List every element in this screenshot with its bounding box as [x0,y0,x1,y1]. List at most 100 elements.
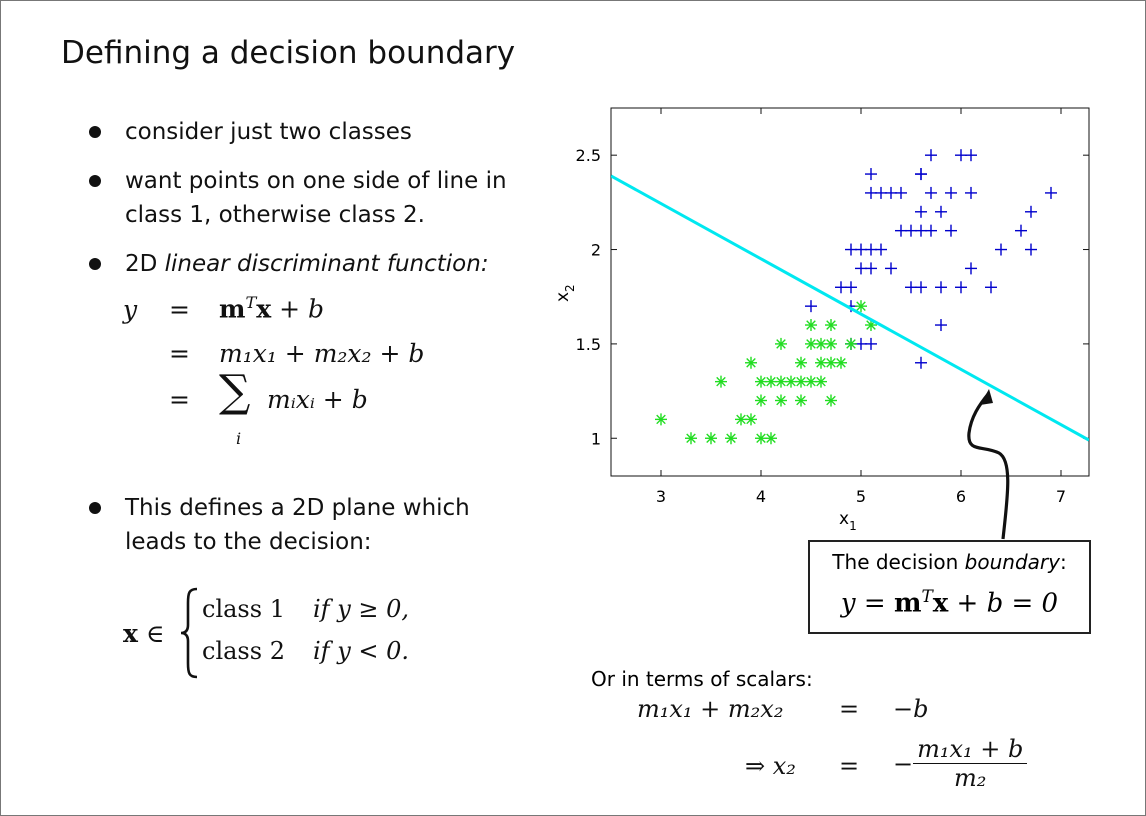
case2-condition: if y < 0. [313,637,410,665]
bullet-dot [89,175,101,187]
plot-area [610,107,1090,477]
scatter-chart: 3 4 5 6 7 1 1.5 2 2.5 x1 x2 [553,107,1090,533]
bullet-dot [89,126,101,138]
decision-boundary-callout: The decision boundary: y = mTx + b = 0 [808,540,1091,634]
equation-equals-1: = [169,295,190,324]
class2-point [835,356,847,369]
y-tick-label: 1.5 [576,335,601,354]
scalars-row1-lhs: m₁x₁ + m₂x₂ [637,695,784,723]
slide-title: Defining a decision boundary [61,35,516,71]
bullet-dot [89,502,101,514]
class1-point [915,356,927,369]
class1-point [965,262,977,275]
equation-rhs-2: m₁x₁ + m₂x₂ + b [219,339,425,368]
class1-point [925,149,937,162]
class1-point [925,224,937,237]
bullet-text-line1: This defines a 2D plane which [125,495,470,521]
class1-point [1015,224,1027,237]
x-axis-label: x1 [839,509,857,533]
class2-point [775,394,787,407]
class1-point [915,281,927,294]
class2-point [825,394,837,407]
class1-point [875,243,887,256]
scalars-heading: Or in terms of scalars: [591,667,813,691]
class2-point [755,375,767,388]
cases-brace [180,587,198,679]
class2-point [825,337,837,350]
case1-condition: if y ≥ 0, [313,595,410,623]
class1-point [865,337,877,350]
class1-point [885,262,897,275]
class1-point [915,168,927,181]
class1-point [845,281,857,294]
class1-point [1025,243,1037,256]
equation-rhs-3: mᵢxᵢ + b [267,385,368,414]
x-tick-label: 7 [1056,487,1066,506]
sum-index: i [236,429,242,448]
class2-point [745,356,757,369]
class1-point [995,243,1007,256]
class2-point [725,432,737,445]
class2-point [805,375,817,388]
y-tick-label: 1 [591,429,601,448]
class2-point [655,413,667,426]
class2-point [705,432,717,445]
class1-point [945,186,957,199]
case1-label: class 1 [202,595,285,623]
class1-point [935,319,947,332]
class1-point [965,149,977,162]
class1-point [945,224,957,237]
scalars-row1-equals: = [839,695,860,723]
fraction: m₁x₁ + b m₂ [913,735,1028,792]
y-tick-label: 2 [591,241,601,260]
class1-point [805,300,817,313]
class1-point [1025,205,1037,218]
class1-point [1045,186,1057,199]
class2-point [825,319,837,332]
bullet-text-line2: class 1, otherwise class 2. [125,202,425,228]
callout-equation: y = mTx + b = 0 [840,586,1059,619]
decision-rule-lhs: x ∈ [123,619,165,648]
scalars-row2-equals: = [839,752,860,780]
bullet-dot [89,258,101,270]
x-tick-label: 5 [856,487,866,506]
class2-point [775,337,787,350]
class1-point [915,205,927,218]
equation-equals-3: = [169,385,190,414]
class2-point [795,394,807,407]
class1-point [895,186,907,199]
class2-point [755,394,767,407]
class2-point [735,413,747,426]
class2-point [805,319,817,332]
equation-equals-2: = [169,339,190,368]
scalars-row2-lhs: ⇒ x₂ [745,752,796,780]
equation-row-1: y [123,295,138,324]
class2-point [845,337,857,350]
sum-symbol: ∑ [219,366,251,417]
x-tick-label: 4 [756,487,766,506]
class1-point [935,281,947,294]
class2-point [815,375,827,388]
class2-point [765,432,777,445]
bullet-text: consider just two classes [125,119,412,145]
x-tick-label: 6 [956,487,966,506]
callout-text: The decision boundary: [832,550,1067,574]
x-tick-label: 3 [656,487,666,506]
class2-point [715,375,727,388]
class2-point [685,432,697,445]
class1-point [935,205,947,218]
class2-point [745,413,757,426]
class1-point [865,168,877,181]
class1-point [965,186,977,199]
scalars-row2-rhs: − m₁x₁ + b m₂ [893,735,1028,792]
equation-rhs-1: mTx + b [219,293,325,324]
class1-point [985,281,997,294]
class2-point [795,375,807,388]
class2-point [795,356,807,369]
class1-point [955,281,967,294]
bullet-text: 2D linear discriminant function: [125,251,489,277]
bullet-text-line1: want points on one side of line in [125,168,507,194]
scalars-row1-rhs: −b [893,695,929,723]
class2-point [855,300,867,313]
